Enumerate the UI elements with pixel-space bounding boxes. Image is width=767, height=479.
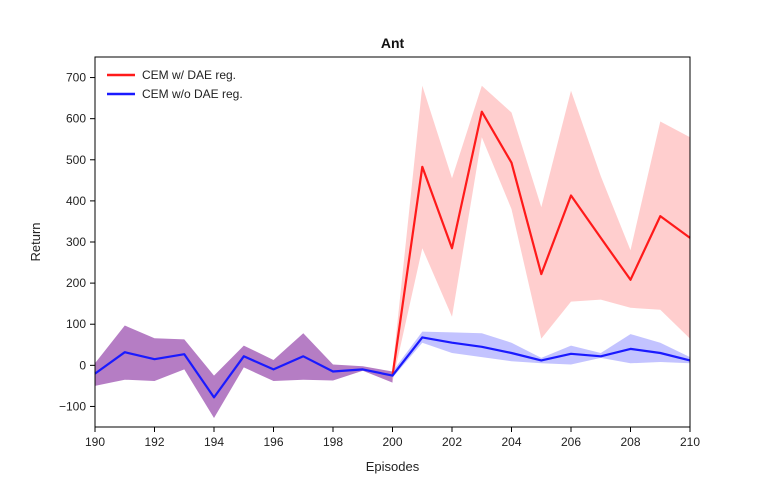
legend-label: CEM w/ DAE reg. bbox=[142, 68, 236, 82]
y-tick-label: 400 bbox=[66, 194, 86, 208]
x-tick-label: 192 bbox=[144, 435, 164, 449]
y-axis-ticks: −100 0 100 200 300 400 500 600 700 bbox=[59, 71, 95, 413]
y-tick-label: 500 bbox=[66, 153, 86, 167]
x-tick-label: 208 bbox=[620, 435, 640, 449]
series-line-1 bbox=[94, 336, 691, 399]
x-tick-label: 210 bbox=[680, 435, 700, 449]
series-line-0 bbox=[391, 110, 691, 376]
y-tick-label: 700 bbox=[66, 71, 86, 85]
y-tick-label: 600 bbox=[66, 112, 86, 126]
chart-title: Ant bbox=[381, 35, 405, 51]
confidence-bands bbox=[95, 85, 690, 418]
legend-label: CEM w/o DAE reg. bbox=[142, 87, 243, 101]
x-tick-label: 194 bbox=[204, 435, 224, 449]
x-tick-label: 190 bbox=[85, 435, 105, 449]
combined-band bbox=[95, 325, 393, 418]
x-tick-label: 198 bbox=[323, 435, 343, 449]
y-tick-label: 300 bbox=[66, 235, 86, 249]
x-tick-label: 196 bbox=[263, 435, 283, 449]
x-tick-label: 204 bbox=[501, 435, 521, 449]
y-axis-label: Return bbox=[28, 222, 43, 261]
band-series-0 bbox=[392, 85, 690, 382]
y-tick-label: 200 bbox=[66, 276, 86, 290]
y-tick-label: 100 bbox=[66, 317, 86, 331]
band-series-1 bbox=[392, 331, 690, 378]
legend: CEM w/ DAE reg. CEM w/o DAE reg. bbox=[107, 68, 243, 101]
x-axis-label: Episodes bbox=[366, 459, 420, 474]
y-tick-label: −100 bbox=[59, 399, 86, 413]
x-tick-label: 206 bbox=[561, 435, 581, 449]
x-tick-label: 200 bbox=[382, 435, 402, 449]
x-tick-label: 202 bbox=[442, 435, 462, 449]
y-tick-label: 0 bbox=[79, 358, 86, 372]
x-axis-ticks: 190 192 194 196 198 200 202 204 206 208 210 bbox=[85, 427, 700, 449]
